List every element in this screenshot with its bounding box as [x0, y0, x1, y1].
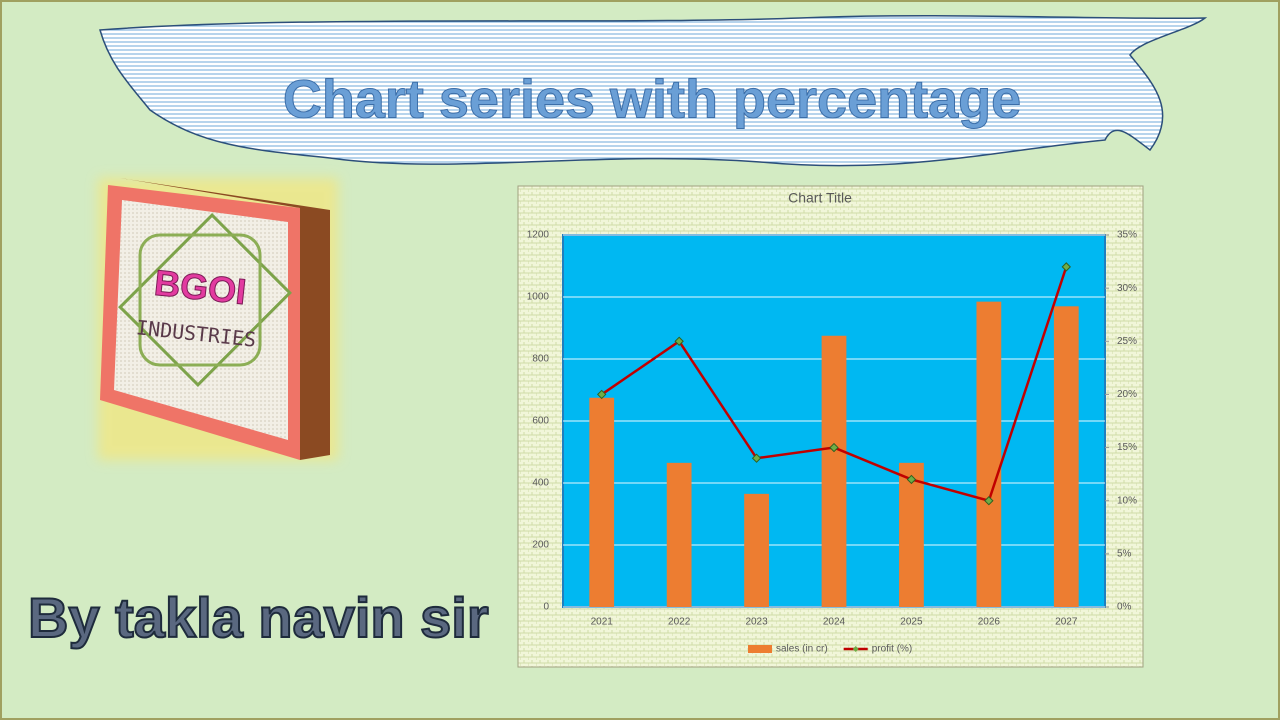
x-tick-label: 2023: [745, 617, 768, 628]
y2-tick-label: 15%: [1117, 442, 1137, 453]
marker: [674, 336, 684, 346]
bar: [899, 462, 924, 607]
y-tick-label: 0: [543, 602, 549, 613]
marker: [597, 389, 607, 400]
marker: [751, 453, 762, 463]
logo-text: BGOI: [152, 262, 248, 312]
legend-label: profit (%): [872, 644, 913, 655]
marker: [984, 496, 994, 506]
x-tick-label: 2022: [668, 617, 691, 628]
y-tick-label: 600: [532, 416, 549, 427]
y-tick-label: 1200: [527, 230, 550, 241]
y2-tick-label: 35%: [1117, 230, 1137, 241]
bar: [744, 493, 769, 607]
marker: [829, 442, 839, 453]
x-tick-label: 2026: [978, 617, 1001, 628]
y-tick-label: 200: [532, 540, 549, 551]
x-tick-label: 2024: [823, 617, 846, 628]
chart-title: Chart Title: [788, 190, 852, 206]
y2-tick-label: 0%: [1117, 602, 1132, 613]
legend-label: sales (in cr): [776, 644, 828, 655]
y2-tick-label: 30%: [1117, 283, 1137, 294]
x-tick-label: 2027: [1055, 617, 1078, 628]
title-banner: [99, 14, 1208, 167]
logo: BGOI INDUSTRIES: [98, 178, 338, 460]
y2-tick-label: 25%: [1117, 336, 1137, 347]
legend-marker: [852, 646, 859, 652]
x-tick-label: 2021: [591, 617, 614, 628]
bar: [1053, 306, 1079, 607]
x-tick-label: 2025: [900, 617, 923, 628]
y2-tick-label: 10%: [1117, 495, 1137, 506]
y2-tick-label: 20%: [1117, 389, 1137, 400]
slide-title: Chart series with percentage: [283, 69, 1021, 129]
bar: [666, 462, 692, 607]
bar: [821, 335, 847, 607]
y-tick-label: 800: [532, 354, 549, 365]
marker: [1061, 262, 1071, 272]
legend-swatch: [748, 645, 772, 653]
bar: [976, 301, 1002, 607]
y2-tick-label: 5%: [1117, 548, 1132, 559]
y-tick-label: 400: [532, 478, 549, 489]
bar: [589, 397, 615, 607]
marker: [906, 474, 917, 485]
y-tick-label: 1000: [527, 292, 550, 303]
author: By takla navin sir: [28, 586, 489, 649]
